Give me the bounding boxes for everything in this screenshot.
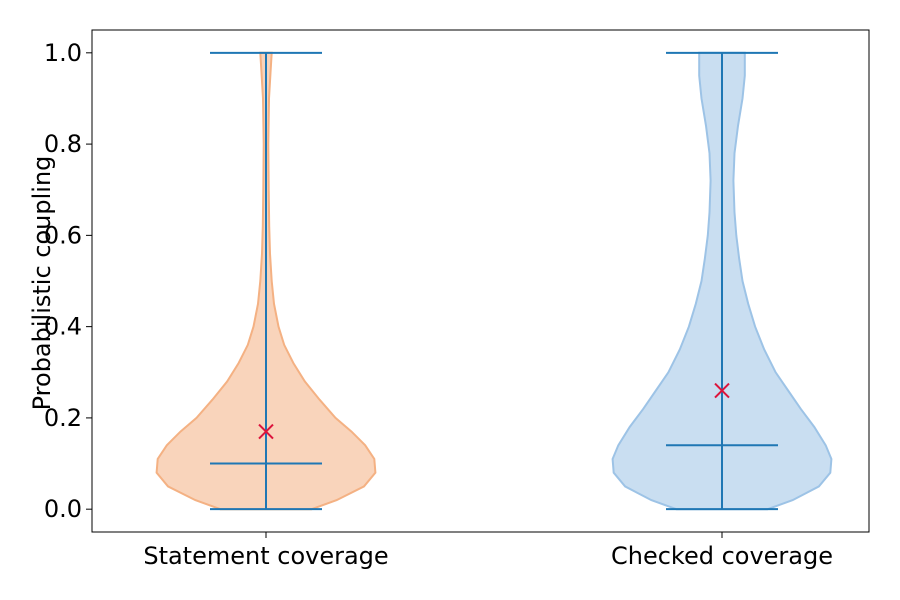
y-tick-label: 0.8 xyxy=(44,130,82,158)
x-tick-label: Statement coverage xyxy=(143,542,388,570)
y-tick-label: 0.6 xyxy=(44,221,82,249)
y-tick-label: 0.2 xyxy=(44,404,82,432)
mean-marker-2 xyxy=(714,382,730,399)
y-tick-label: 1.0 xyxy=(44,39,82,67)
y-axis: 0.0 0.2 0.4 0.6 0.8 1.0 xyxy=(44,39,92,523)
y-tick-label: 0.0 xyxy=(44,495,82,523)
y-axis-title: Probabilistic coupling xyxy=(28,156,56,411)
violins-layer xyxy=(155,51,833,511)
y-tick-label: 0.4 xyxy=(44,313,82,341)
stats-layer xyxy=(210,51,778,511)
x-axis: Statement coverage Checked coverage xyxy=(143,532,833,570)
plot-frame xyxy=(91,29,870,533)
mean-marker-1 xyxy=(258,423,274,440)
x-tick-label: Checked coverage xyxy=(611,542,833,570)
